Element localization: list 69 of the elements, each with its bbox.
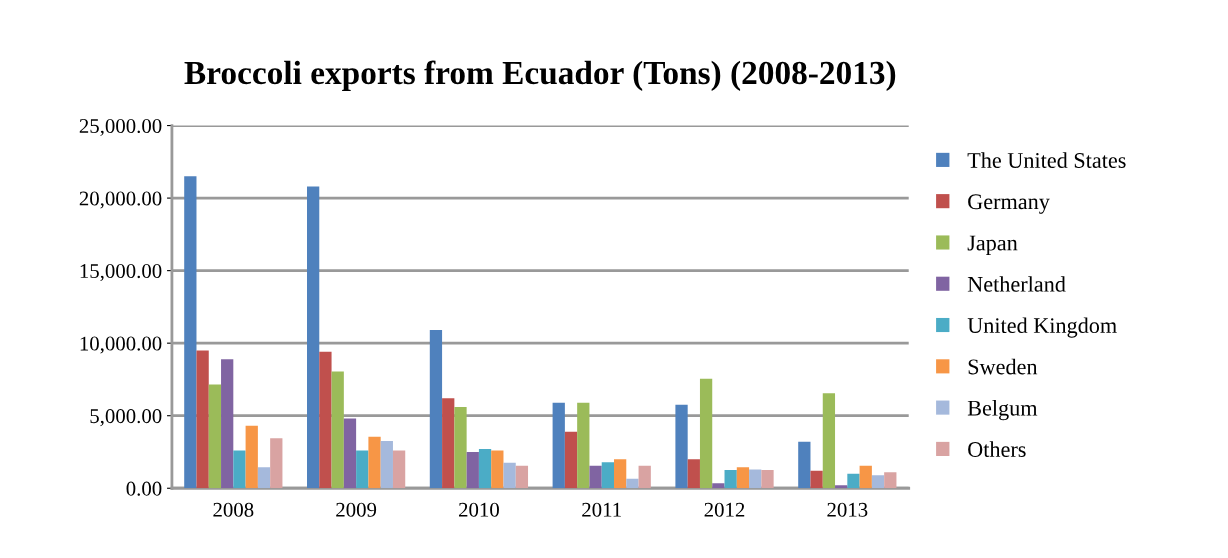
bar bbox=[319, 351, 332, 489]
bar bbox=[847, 473, 860, 489]
x-tick-label: 2010 bbox=[459, 502, 499, 517]
chart-title: Broccoli exports from Ecuador (Tons) (2008-2013) bbox=[184, 60, 896, 91]
bar bbox=[392, 450, 406, 489]
bar bbox=[626, 478, 639, 489]
bar bbox=[466, 451, 479, 489]
bar bbox=[270, 438, 283, 489]
bar bbox=[675, 404, 688, 489]
x-tick-label: 2012 bbox=[704, 502, 745, 517]
legend-label: Sweden bbox=[968, 358, 1038, 375]
bar bbox=[761, 470, 774, 489]
bar bbox=[331, 371, 344, 489]
legend-label: Japan bbox=[967, 235, 1018, 256]
legend-label: The United States bbox=[967, 152, 1126, 168]
legend-label: Others bbox=[968, 441, 1026, 457]
bar bbox=[515, 465, 529, 489]
y-tick-label: 20,000.00 bbox=[79, 191, 162, 209]
bar bbox=[871, 475, 885, 489]
bar bbox=[307, 186, 320, 489]
bar bbox=[884, 472, 897, 489]
bar bbox=[687, 459, 700, 489]
bar bbox=[749, 469, 762, 489]
bar bbox=[736, 467, 750, 489]
x-tick-label: 2008 bbox=[213, 502, 254, 517]
bar bbox=[859, 465, 872, 489]
bar bbox=[478, 449, 492, 489]
bar bbox=[577, 402, 590, 489]
bar bbox=[822, 393, 836, 489]
bar bbox=[442, 398, 455, 489]
bar bbox=[724, 470, 737, 489]
legend-label: United Kingdom bbox=[967, 317, 1117, 338]
bar bbox=[429, 330, 443, 489]
legend-label: Germany bbox=[968, 194, 1050, 214]
bar bbox=[614, 459, 627, 489]
legend-label: Netherland bbox=[967, 276, 1066, 292]
x-tick-label: 2009 bbox=[336, 502, 377, 517]
bar bbox=[380, 441, 393, 489]
bar bbox=[221, 359, 234, 489]
bar bbox=[257, 467, 271, 489]
bar bbox=[810, 470, 823, 489]
bar bbox=[552, 402, 565, 489]
bar bbox=[245, 425, 258, 489]
bar bbox=[208, 384, 222, 489]
y-tick-label: 0.00 bbox=[126, 481, 162, 496]
y-tick-label: 25,000.00 bbox=[79, 118, 162, 136]
x-tick-label: 2013 bbox=[827, 502, 868, 517]
bar bbox=[835, 485, 848, 489]
bar bbox=[712, 483, 725, 489]
bar bbox=[233, 450, 246, 489]
bar bbox=[638, 465, 651, 489]
y-tick-label: 15,000.00 bbox=[80, 264, 162, 282]
bar bbox=[196, 350, 209, 489]
bar bbox=[589, 465, 602, 489]
bar bbox=[503, 462, 516, 489]
y-tick-label: 10,000.00 bbox=[80, 336, 162, 354]
legend-label: Belgum bbox=[967, 400, 1038, 421]
bar bbox=[184, 176, 197, 489]
bar bbox=[491, 450, 504, 489]
bar bbox=[601, 462, 614, 489]
bar bbox=[356, 450, 369, 489]
bar bbox=[798, 441, 811, 489]
bar bbox=[343, 418, 357, 489]
bar bbox=[454, 407, 467, 489]
x-tick-label: 2011 bbox=[582, 502, 621, 517]
y-tick-label: 5,000.00 bbox=[90, 409, 162, 427]
bar bbox=[564, 431, 578, 489]
bar bbox=[699, 378, 713, 489]
bar bbox=[368, 436, 381, 489]
